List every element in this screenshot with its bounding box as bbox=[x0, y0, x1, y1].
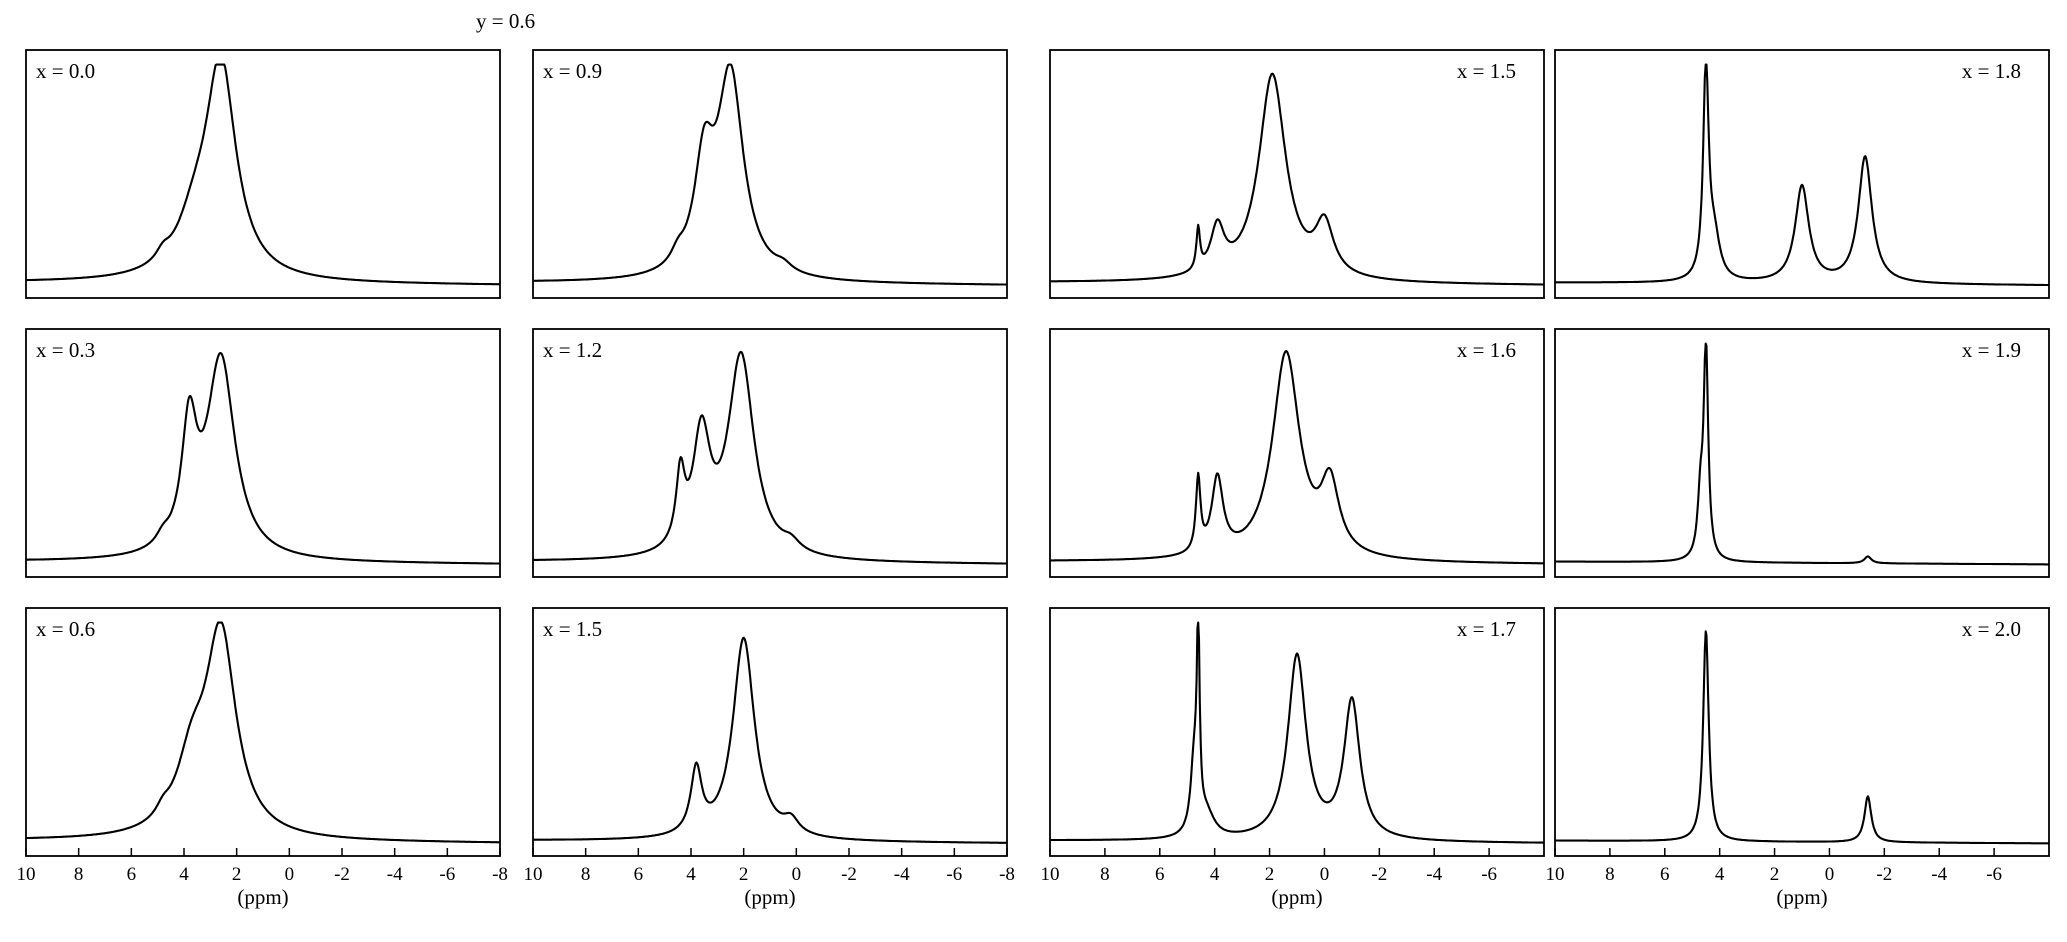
panel-frame bbox=[532, 607, 1008, 857]
spectrum-line bbox=[1554, 630, 2050, 845]
x-tick-label: 2 bbox=[1770, 864, 1780, 885]
panel-label: x = 0.6 bbox=[36, 617, 95, 641]
spectrum-line bbox=[1049, 72, 1545, 286]
spectrum-line bbox=[532, 350, 1008, 565]
spectrum-panel: x = 1.5 10 8 6 4 2 0 -2 -4 -6 -8 (ppm) bbox=[524, 607, 1015, 909]
x-tick-label: 4 bbox=[686, 864, 696, 885]
x-axis-title: (ppm) bbox=[237, 885, 288, 909]
x-tick-label: 4 bbox=[179, 864, 189, 885]
x-tick-label: -6 bbox=[439, 864, 455, 885]
panel-frame bbox=[1049, 49, 1545, 299]
x-tick-label: 2 bbox=[232, 864, 242, 885]
x-tick-label: 10 bbox=[17, 864, 36, 885]
spectrum-line bbox=[532, 636, 1008, 844]
panel-frame bbox=[532, 328, 1008, 578]
spectrum-panel: x = 1.9 bbox=[1554, 328, 2050, 578]
x-tick-label: 10 bbox=[1546, 864, 1565, 885]
x-tick-label: 6 bbox=[634, 864, 644, 885]
panel-frame bbox=[25, 328, 501, 578]
spectrum-line bbox=[1554, 63, 2050, 287]
x-tick-label: 4 bbox=[1715, 864, 1725, 885]
x-tick-label: 8 bbox=[581, 864, 591, 885]
panel-label: x = 2.0 bbox=[1962, 617, 2021, 641]
spectrum-panel: x = 1.7 10 8 6 4 2 0 -2 -4 -6 (ppm) bbox=[1041, 607, 1545, 909]
panel-label: x = 1.5 bbox=[1457, 59, 1516, 83]
spectrum-line bbox=[532, 63, 1008, 286]
panel-label: x = 1.9 bbox=[1962, 338, 2021, 362]
x-axis-title: (ppm) bbox=[1776, 885, 1827, 909]
spectrum-line bbox=[25, 621, 501, 844]
panel-frame bbox=[1049, 328, 1545, 578]
panel-frame bbox=[25, 607, 501, 857]
panel-label: x = 1.5 bbox=[543, 617, 602, 641]
x-tick-label: 8 bbox=[1605, 864, 1615, 885]
panel-frame bbox=[1554, 49, 2050, 299]
panel-label: x = 1.2 bbox=[543, 338, 602, 362]
x-tick-label: -2 bbox=[334, 864, 350, 885]
panel-frame bbox=[532, 49, 1008, 299]
x-tick-label: 10 bbox=[524, 864, 543, 885]
x-tick-label: 0 bbox=[1825, 864, 1835, 885]
x-tick-label: 0 bbox=[1320, 864, 1330, 885]
x-tick-label: 6 bbox=[1660, 864, 1670, 885]
x-tick-label: 0 bbox=[285, 864, 295, 885]
panel-label: x = 0.3 bbox=[36, 338, 95, 362]
spectrum-panel: x = 0.0 bbox=[25, 49, 501, 299]
spectrum-panel: x = 1.8 bbox=[1554, 49, 2050, 299]
panel-grid: x = 0.0 x = 0.3 x = 0.6 10 8 6 4 2 0 -2 -4 -6 -8 (ppm… bbox=[17, 49, 2050, 909]
panel-label: x = 0.0 bbox=[36, 59, 95, 83]
x-tick-label: -4 bbox=[387, 864, 403, 885]
x-tick-label: 8 bbox=[1100, 864, 1110, 885]
x-tick-label: -4 bbox=[894, 864, 910, 885]
spectrum-line bbox=[25, 63, 501, 286]
spectrum-panel: x = 2.0 10 8 6 4 2 0 -2 -4 -6 (ppm) bbox=[1546, 607, 2050, 909]
x-tick-label: -6 bbox=[1986, 864, 2002, 885]
x-tick-label: -4 bbox=[1931, 864, 1947, 885]
x-tick-label: -2 bbox=[841, 864, 857, 885]
panel-frame bbox=[1554, 328, 2050, 578]
panel-frame bbox=[1049, 607, 1545, 857]
spectrum-panel: x = 0.6 10 8 6 4 2 0 -2 -4 -6 -8 (ppm) bbox=[17, 607, 508, 909]
panel-label: x = 1.7 bbox=[1457, 617, 1516, 641]
spectrum-panel: x = 0.3 bbox=[25, 328, 501, 578]
x-tick-label: 8 bbox=[74, 864, 84, 885]
x-tick-label: 2 bbox=[739, 864, 749, 885]
x-tick-label: -8 bbox=[999, 864, 1015, 885]
x-tick-label: -4 bbox=[1426, 864, 1442, 885]
spectrum-panel: x = 1.2 bbox=[532, 328, 1008, 578]
panel-frame bbox=[25, 49, 501, 299]
x-axis-title: (ppm) bbox=[744, 885, 795, 909]
panel-label: x = 1.6 bbox=[1457, 338, 1516, 362]
x-tick-label: -2 bbox=[1876, 864, 1892, 885]
spectrum-line bbox=[1049, 621, 1545, 844]
x-tick-label: -6 bbox=[1481, 864, 1497, 885]
panel-label: x = 1.8 bbox=[1962, 59, 2021, 83]
x-tick-label: 6 bbox=[1155, 864, 1165, 885]
x-tick-label: 2 bbox=[1265, 864, 1275, 885]
panel-frame bbox=[1554, 607, 2050, 857]
x-tick-label: 4 bbox=[1210, 864, 1220, 885]
panel-label: x = 0.9 bbox=[543, 59, 602, 83]
x-tick-label: 10 bbox=[1041, 864, 1060, 885]
spectrum-panel: x = 1.5 bbox=[1049, 49, 1545, 299]
x-axis-title: (ppm) bbox=[1271, 885, 1322, 909]
spectrum-line bbox=[1049, 350, 1545, 565]
x-tick-label: -2 bbox=[1371, 864, 1387, 885]
x-tick-label: -6 bbox=[946, 864, 962, 885]
spectrum-panel: x = 0.9 bbox=[532, 49, 1008, 299]
spectrum-panel: x = 1.6 bbox=[1049, 328, 1545, 578]
figure-heading: y = 0.6 bbox=[476, 9, 535, 33]
spectrum-line bbox=[25, 351, 501, 565]
x-tick-label: -8 bbox=[492, 864, 508, 885]
spectrum-line bbox=[1554, 342, 2050, 566]
x-tick-label: 6 bbox=[127, 864, 137, 885]
x-tick-label: 0 bbox=[792, 864, 802, 885]
